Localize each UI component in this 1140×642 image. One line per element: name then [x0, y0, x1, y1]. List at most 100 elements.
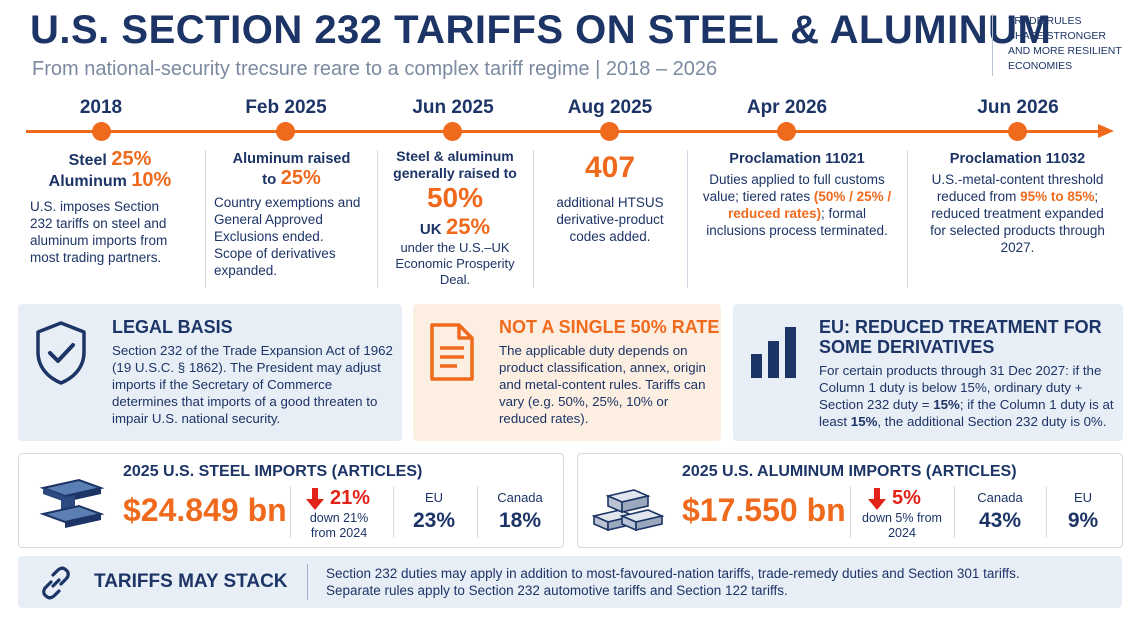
uk-rate: 25% [446, 214, 491, 239]
panel-text: For certain products through 31 Dec 2027… [819, 362, 1115, 430]
event-description: Country exemptions and General Approved … [214, 195, 361, 278]
timeline-dot [443, 122, 462, 141]
legal-basis-panel: LEGAL BASIS Section 232 of the Trade Exp… [18, 304, 402, 441]
timeline-event-apr-2026: Proclamation 11021 Duties applied to ful… [697, 148, 897, 239]
event-desc-part: Duties applied to full customs value; ti… [702, 172, 885, 204]
timeline-event-2018: Steel 25% Aluminum 10% U.S. imposes Sect… [30, 148, 190, 266]
timeline-dot [777, 122, 796, 141]
banner-title: TARIFFS MAY STACK [94, 571, 288, 592]
timeline-date-jun-2025: Jun 2025 [412, 97, 494, 118]
timeline-dot [1008, 122, 1027, 141]
event-desc-highlight: (50% / 25% / reduced rates) [727, 189, 892, 221]
down-arrow-icon [868, 488, 886, 510]
aluminum-rate: 10% [131, 169, 172, 191]
timeline-divider [533, 150, 534, 288]
page-title: U.S. SECTION 232 TARIFFS ON STEEL & ALUM… [30, 8, 1052, 52]
event-title: Proclamation 11032 [949, 151, 1086, 167]
tariffs-stack-banner: TARIFFS MAY STACK Section 232 duties may… [18, 556, 1122, 608]
region-share: 23% [412, 509, 456, 532]
aluminum-label: Aluminum [48, 173, 127, 190]
panel-text: Section 232 of the Trade Expansion Act o… [112, 343, 393, 426]
stat-divider [954, 486, 955, 538]
panel-text-part: For certain products through 31 Dec 2027… [819, 363, 1102, 412]
panel-text-part: , the additional Section 232 duty is 0%. [877, 414, 1107, 429]
banner-divider [307, 564, 308, 600]
stat-change-caption: down 5% from 2024 [862, 511, 942, 540]
down-arrow-icon [306, 488, 324, 510]
stat-change-caption: down 21% from 2024 [309, 511, 369, 540]
event-label: Steel & aluminum generally raised to [393, 148, 517, 181]
timeline-line [26, 130, 1100, 133]
steel-rate-line: Steel 25% [30, 148, 190, 171]
stat-change: 21% [330, 487, 371, 509]
steel-beam-icon [39, 478, 105, 528]
timeline-date-2018: 2018 [79, 97, 123, 118]
banner-text: Section 232 duties may apply in addition… [326, 565, 1020, 599]
event-description: U.S.-metal-content threshold reduced fro… [930, 171, 1105, 256]
corner-line: AND MORE RESILIENT [1008, 45, 1122, 57]
page-subtitle: From national-security trecsure reare to… [32, 58, 718, 80]
timeline-dot [600, 122, 619, 141]
event-label-to: to [262, 171, 277, 188]
timeline-event-jun-2025: Steel & aluminum generally raised to 50%… [380, 148, 530, 288]
stat-divider [1046, 486, 1047, 538]
panel-text-bold: 15% [850, 414, 878, 429]
stat-divider [477, 486, 478, 538]
timeline-dot [276, 122, 295, 141]
event-description: under the U.S.–UK Economic Prosperity De… [395, 240, 515, 287]
event-description: U.S. imposes Section 232 tariffs on stee… [30, 199, 168, 265]
timeline-divider [205, 150, 206, 288]
link-icon [38, 565, 74, 601]
timeline-event-jun-2026: Proclamation 11032 U.S.-metal-content th… [930, 148, 1105, 256]
timeline-date-jun-2026: Jun 2026 [977, 97, 1059, 118]
region-label: EU [1073, 490, 1093, 505]
stat-divider [393, 486, 394, 538]
region-label: EU [424, 490, 444, 505]
event-rate: 50% [426, 182, 484, 213]
bar-chart-icon [749, 324, 801, 380]
region-label: Canada [977, 490, 1023, 505]
panel-title: NOT A SINGLE 50% RATE [499, 317, 720, 337]
shield-check-icon [34, 320, 88, 386]
stat-title: 2025 U.S. STEEL IMPORTS (ARTICLES) [123, 463, 423, 480]
steel-rate: 25% [111, 148, 152, 170]
panel-title: EU: REDUCED TREATMENT FOR SOME DERIVATIV… [819, 317, 1102, 357]
panel-text-part: ; if the Column 1 duty is at least [819, 397, 1114, 429]
steel-imports-card: 2025 U.S. STEEL IMPORTS (ARTICLES) $24.8… [18, 453, 564, 548]
aluminum-ingots-icon [590, 476, 670, 532]
corner-line: SHAPE STRONGER [1008, 30, 1107, 42]
uk-label: UK [419, 221, 442, 238]
event-description: additional HTSUS derivative-product code… [556, 195, 664, 244]
stat-divider [850, 486, 851, 538]
aluminum-imports-card: 2025 U.S. ALUMINUM IMPORTS (ARTICLES) $1… [577, 453, 1123, 548]
event-count: 407 [584, 151, 636, 184]
uk-rate-line: UK 25% [380, 214, 530, 240]
stat-divider [290, 486, 291, 538]
stat-value: $17.550 bn [682, 492, 846, 528]
timeline-divider [377, 150, 378, 288]
aluminum-rate-line: Aluminum 10% [30, 169, 190, 192]
event-label: Aluminum raised [232, 151, 351, 167]
timeline-event-feb-2025: Aluminum raised to 25% Country exemption… [214, 148, 369, 279]
timeline-date-apr-2026: Apr 2026 [746, 97, 828, 118]
event-description: Duties applied to full customs value; ti… [697, 171, 897, 239]
eu-treatment-panel: EU: REDUCED TREATMENT FOR SOME DERIVATIV… [733, 304, 1123, 441]
panel-title: LEGAL BASIS [112, 317, 233, 337]
timeline-divider [907, 150, 908, 288]
banner-line: Separate rules apply to Section 232 auto… [326, 583, 788, 598]
timeline-event-aug-2025: 407 additional HTSUS derivative-product … [540, 148, 680, 245]
timeline-date-aug-2025: Aug 2025 [567, 97, 653, 118]
document-icon [429, 322, 475, 382]
corner-line: ECONOMIES [1008, 60, 1073, 72]
timeline-divider [687, 150, 688, 288]
region-label: Canada [497, 490, 543, 505]
region-share: 18% [498, 509, 542, 532]
event-desc-part: ; reduced treatment expanded for selecte… [930, 189, 1105, 255]
event-rate: 25% [280, 167, 321, 189]
panel-text-bold: 15% [933, 397, 960, 412]
timeline-dot [92, 122, 111, 141]
banner-line: Section 232 duties may apply in addition… [326, 566, 1020, 581]
region-share: 43% [978, 509, 1022, 532]
stat-value: $24.849 bn [123, 492, 287, 528]
stat-title: 2025 U.S. ALUMINUM IMPORTS (ARTICLES) [682, 463, 1017, 480]
